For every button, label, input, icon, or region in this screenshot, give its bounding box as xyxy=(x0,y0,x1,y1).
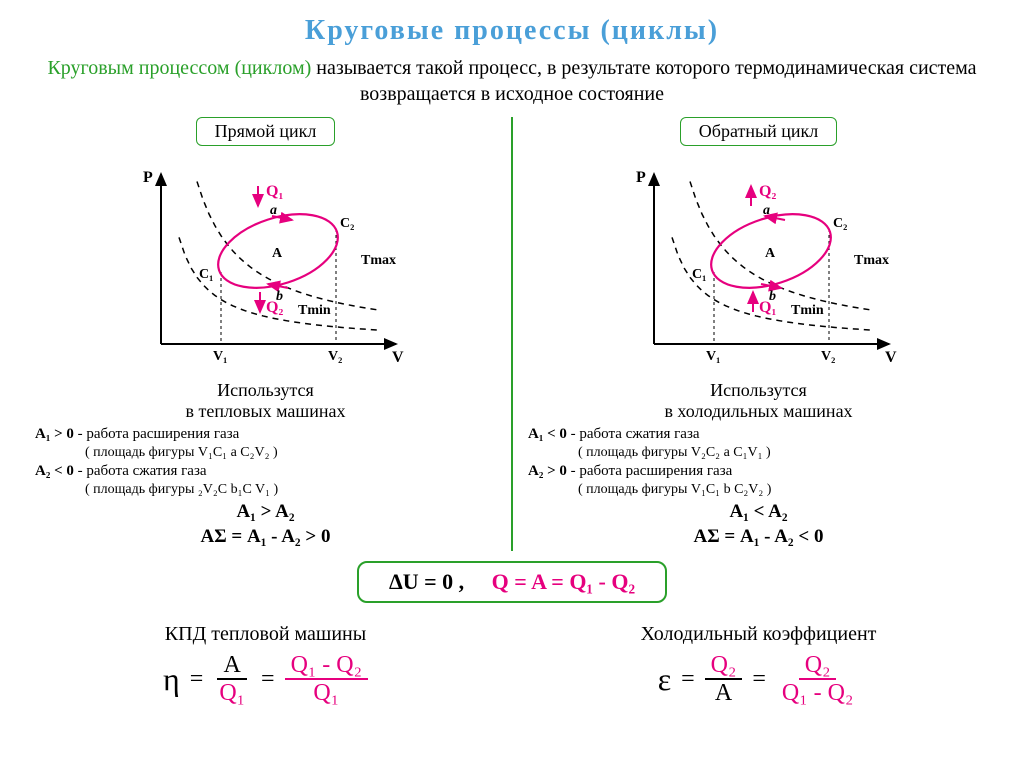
svg-text:A: A xyxy=(765,246,776,261)
definition-text: Круговым процессом (циклом) называется т… xyxy=(25,55,999,107)
svg-text:Q₂: Q₂ xyxy=(759,183,776,200)
epsilon-equation: ε = Q₂A = Q₂Q₁ - Q₂ xyxy=(528,652,989,707)
svg-text:C₂: C₂ xyxy=(340,216,354,231)
left-cycle-label: Прямой цикл xyxy=(196,117,336,146)
svg-text:C₂: C₂ xyxy=(833,216,847,231)
svg-text:V₂: V₂ xyxy=(821,349,835,364)
global-equation: ΔU = 0 , Q = A = Q₁ - Q₂ xyxy=(357,561,667,603)
eta-symbol: η xyxy=(163,661,180,698)
left-coef: КПД тепловой машины η = AQ₁ = Q₁ - Q₂Q₁ xyxy=(25,613,506,707)
eta-equation: η = AQ₁ = Q₁ - Q₂Q₁ xyxy=(35,652,496,707)
epsilon-symbol: ε xyxy=(658,661,671,698)
svg-text:A: A xyxy=(272,246,283,261)
svg-text:V₁: V₁ xyxy=(213,349,227,364)
right-work2: A₂ > 0 - работа расширения газа xyxy=(528,463,989,480)
columns: Прямой цикл PVTmaxTminV₁V₂abAC₁C₂Q₁Q₂ Ис… xyxy=(25,117,999,551)
svg-text:V: V xyxy=(885,349,897,366)
svg-text:P: P xyxy=(636,169,646,186)
right-work1: A₁ < 0 - работа сжатия газа xyxy=(528,426,989,443)
right-usage: Использутсяв холодильных машинах xyxy=(528,380,989,422)
svg-text:V₁: V₁ xyxy=(706,349,720,364)
svg-text:Tmax: Tmax xyxy=(854,253,889,268)
right-cycle-label: Обратный цикл xyxy=(680,117,837,146)
delta-u: ΔU = 0 , xyxy=(389,569,464,594)
svg-text:a: a xyxy=(270,203,277,218)
q-eq-a: Q = A = xyxy=(492,569,570,594)
left-area1: ( площадь фигуры V₁C₁ a C₂V₂ ) xyxy=(35,445,496,461)
def-rest: называется такой процесс, в результате к… xyxy=(316,57,976,105)
svg-text:V: V xyxy=(392,349,404,366)
left-usage: Использутсяв тепловых машинах xyxy=(35,380,496,422)
left-cmp: A₁ > A₂ xyxy=(35,501,496,523)
left-column: Прямой цикл PVTmaxTminV₁V₂abAC₁C₂Q₁Q₂ Ис… xyxy=(25,117,506,551)
left-coef-title: КПД тепловой машины xyxy=(35,623,496,646)
left-diagram: PVTmaxTminV₁V₂abAC₁C₂Q₁Q₂ xyxy=(116,154,416,374)
svg-text:C₁: C₁ xyxy=(692,267,706,282)
q-diff: Q₁ - Q₂ xyxy=(569,569,635,594)
left-work1: A₁ > 0 - работа расширения газа xyxy=(35,426,496,443)
svg-text:C₁: C₁ xyxy=(199,267,213,282)
svg-text:Q₂: Q₂ xyxy=(266,299,283,316)
svg-text:Tmax: Tmax xyxy=(361,253,396,268)
right-area1: ( площадь фигуры V₂C₂ a C₁V₁ ) xyxy=(528,445,989,461)
left-work2: A₂ < 0 - работа сжатия газа xyxy=(35,463,496,480)
left-area2: ( площадь фигуры ₂V₂C b₁C V₁ ) xyxy=(35,482,496,498)
column-divider xyxy=(511,117,513,551)
svg-text:Q₁: Q₁ xyxy=(266,183,283,200)
svg-text:V₂: V₂ xyxy=(328,349,342,364)
coef-row: КПД тепловой машины η = AQ₁ = Q₁ - Q₂Q₁ … xyxy=(25,613,999,707)
def-highlight: Круговым процессом (циклом) xyxy=(47,57,316,79)
svg-text:Tmin: Tmin xyxy=(298,303,331,318)
right-diagram: PVTmaxTminV₁V₂abAC₁C₂Q₂Q₁ xyxy=(609,154,909,374)
svg-text:Tmin: Tmin xyxy=(791,303,824,318)
right-coef: Холодильный коэффициент ε = Q₂A = Q₂Q₁ -… xyxy=(518,613,999,707)
left-sum: AΣ = A₁ - A₂ > 0 xyxy=(35,526,496,548)
svg-text:P: P xyxy=(143,169,153,186)
page-title: Круговые процессы (циклы) xyxy=(25,15,999,47)
svg-text:Q₁: Q₁ xyxy=(759,299,776,316)
svg-text:a: a xyxy=(763,203,770,218)
right-cmp: A₁ < A₂ xyxy=(528,501,989,523)
right-coef-title: Холодильный коэффициент xyxy=(528,623,989,646)
right-column: Обратный цикл PVTmaxTminV₁V₂abAC₁C₂Q₂Q₁ … xyxy=(518,117,999,551)
right-sum: AΣ = A₁ - A₂ < 0 xyxy=(528,526,989,548)
right-area2: ( площадь фигуры V₁C₁ b C₂V₂ ) xyxy=(528,482,989,498)
